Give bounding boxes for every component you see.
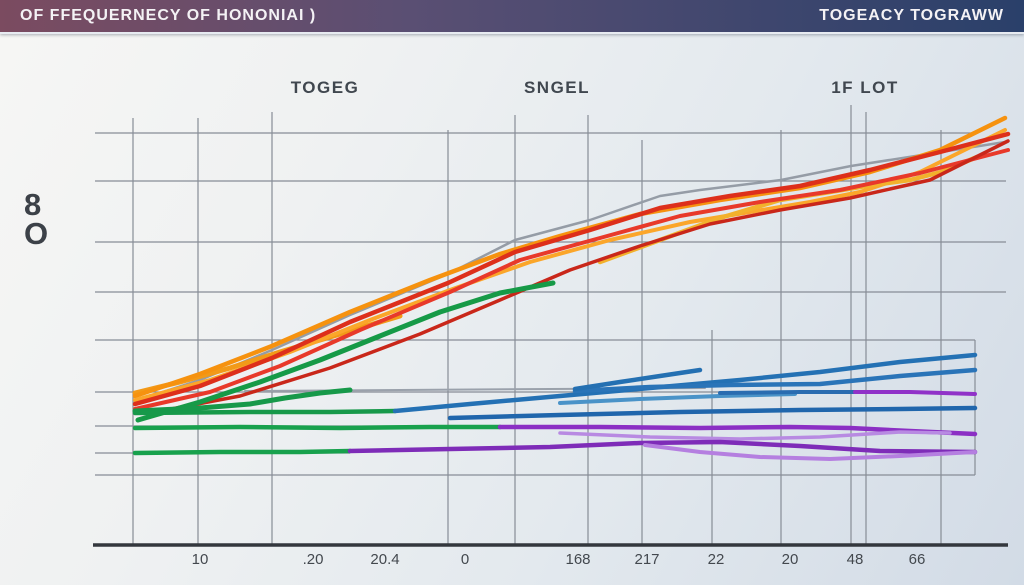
panel-header: 1F LOT (831, 78, 899, 97)
series-blue-rise-1 (392, 352, 978, 414)
series-blue-flat-low (447, 405, 978, 421)
series-blue-short (572, 367, 703, 392)
line-chart-canvas (93, 105, 1011, 547)
x-tick-label: 22 (707, 551, 725, 568)
series-light-purple-low (643, 443, 977, 461)
x-tick-label: 20 (781, 551, 799, 568)
series-red-1 (132, 131, 1011, 407)
series-red-3 (148, 139, 1010, 415)
y-axis-label: 8 O (24, 187, 49, 252)
series-purple-flat-low (347, 439, 978, 455)
x-tick-label: .20 (302, 551, 324, 568)
x-tick-label: 66 (908, 551, 926, 568)
x-tick-label: 48 (846, 551, 864, 568)
header-bar: OF FFEQUERNECY OF HONONIAI ) TOGEACY TOG… (0, 0, 1024, 34)
x-tick-label: 217 (634, 551, 660, 568)
series-light-purple-braid (558, 430, 952, 441)
x-tick-label: 0 (460, 551, 470, 568)
x-tick-label: 20.4 (370, 551, 400, 568)
series-blue-purple-flat-blue-part (718, 390, 857, 395)
header-left-title: OF FFEQUERNECY OF HONONIAI ) (20, 7, 317, 24)
series-green-flat-low (132, 448, 353, 456)
series-green-steep (135, 280, 556, 423)
series-teal-flat (558, 392, 797, 405)
series-blue-purple-flat-purple-part (853, 390, 977, 396)
panel-header: TOGEG (290, 78, 360, 97)
series-gray-rising (133, 140, 1007, 403)
chart-region: TOGEG SNGEL 1F LOT 8 O 10 .20 20.4 0 168 217 22 2… (0, 34, 1024, 585)
panel-header: SNGEL (523, 78, 591, 97)
series-green-flat-top (132, 408, 398, 416)
series-blue-rise-2 (572, 367, 978, 394)
series-green-flat-mid (132, 424, 503, 431)
x-tick-label: 168 (565, 551, 591, 568)
series-red-2 (133, 148, 1010, 411)
series-green-upturn (132, 387, 353, 414)
header-right-title: TOGEACY TOGRAWW (819, 7, 1004, 24)
x-tick-label: 10 (191, 551, 209, 568)
